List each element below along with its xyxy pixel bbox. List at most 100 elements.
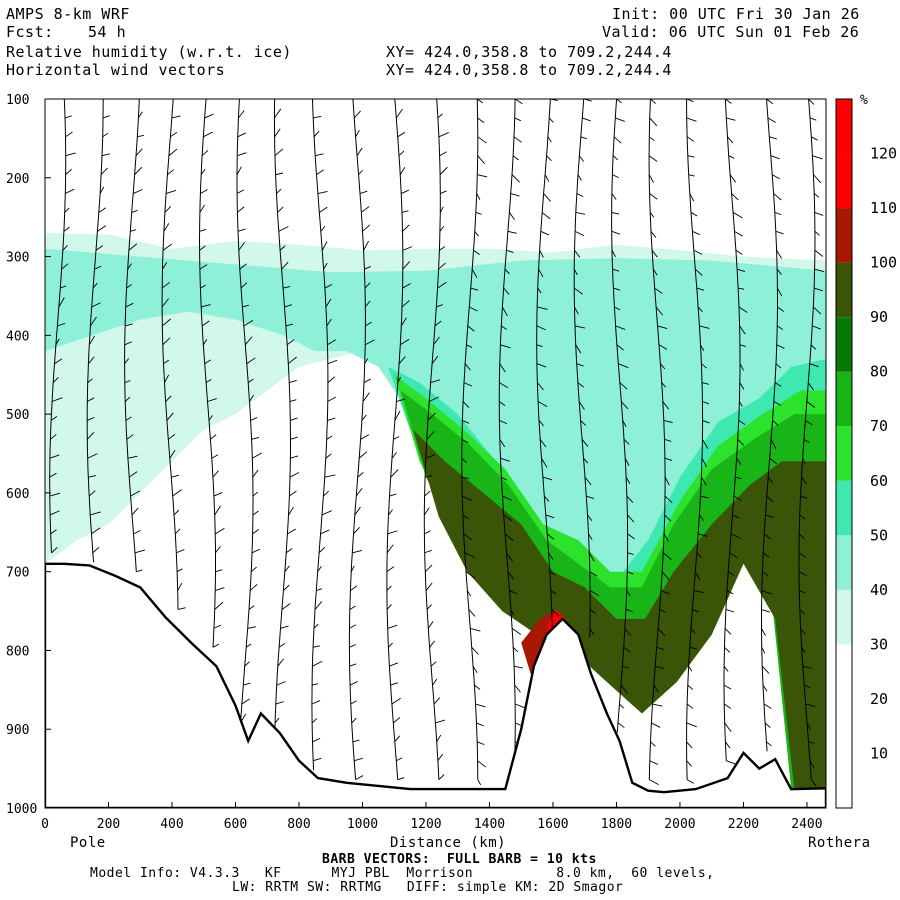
wind-barb-flag — [469, 306, 478, 312]
wind-barb-flag — [663, 419, 673, 423]
wind-barb-flag — [164, 374, 170, 383]
wind-barb-flag — [575, 211, 586, 215]
wind-barb-flag — [124, 323, 133, 327]
wind-barb-flag — [688, 665, 693, 672]
wind-barb-flag — [49, 472, 57, 478]
wind-barb-flag — [504, 268, 510, 275]
wind-barb-column — [198, 99, 216, 648]
wind-barb-flag — [763, 703, 772, 709]
cross-section-xy-1: XY= 424.0,358.8 to 709.2,244.4 — [386, 43, 672, 61]
wind-barb-flag — [65, 188, 75, 194]
wind-barb-flag — [461, 476, 469, 480]
wind-barb-flag — [476, 193, 481, 200]
wind-barb-flag — [321, 510, 333, 516]
valid-time: Valid: 06 UTC Sun 01 Feb 26 — [602, 23, 860, 41]
wind-barb-flag — [477, 779, 482, 786]
wind-barb-flag — [326, 318, 332, 327]
colorbar-label: 10 — [870, 744, 888, 762]
wind-barb-column — [573, 99, 591, 638]
wind-barb-flag — [162, 318, 172, 327]
wind-barb-flag — [799, 609, 806, 615]
wind-barb-flag — [432, 678, 438, 686]
wind-barb-flag — [237, 152, 247, 157]
wind-barb-flag — [349, 663, 357, 667]
wind-barb-flag — [431, 355, 439, 364]
colorbar-segment — [836, 535, 852, 590]
wind-barb-flag — [204, 113, 214, 119]
wind-barb-flag — [364, 266, 371, 270]
wind-barb-flag — [664, 476, 670, 486]
wind-barb-flag — [51, 397, 63, 402]
wind-barb-flag — [775, 230, 784, 235]
wind-barb-flag — [177, 607, 186, 610]
wind-barb-flag — [737, 439, 745, 446]
wind-barb-flag — [289, 472, 300, 478]
wind-barb-flag — [580, 136, 587, 140]
wind-barb-flag — [739, 344, 746, 347]
wind-barb-flag — [662, 552, 672, 560]
wind-barb-flag — [724, 722, 732, 733]
wind-barb-flag — [622, 420, 627, 427]
wind-barb-flag — [657, 628, 666, 637]
wind-barb-flag — [434, 320, 442, 327]
wind-barb-flag — [619, 703, 625, 709]
wind-barb-flag — [477, 136, 487, 144]
wind-barb-flag — [52, 376, 59, 383]
wind-barb-flag — [430, 661, 437, 667]
wind-barb-flag — [500, 344, 511, 349]
wind-barb-flag — [288, 506, 294, 516]
wind-barb-flag — [579, 155, 585, 162]
wind-barb-flag — [349, 605, 356, 610]
wind-barb-flag — [766, 741, 772, 747]
wind-barb-flag — [98, 207, 107, 213]
wind-barb-flag — [612, 174, 619, 179]
left-endpoint-label: Pole — [70, 835, 106, 851]
wind-barb-flag — [327, 339, 337, 346]
y-tick-label: 500 — [6, 408, 29, 423]
wind-barb-flag — [393, 436, 400, 440]
wind-barb-flag — [131, 209, 138, 213]
wind-barb-flag — [773, 401, 782, 406]
wind-barb-flag — [246, 357, 256, 365]
wind-barb-flag — [611, 250, 616, 258]
wind-barb-flag — [509, 590, 518, 595]
wind-barb-flag — [762, 684, 768, 692]
wind-barb-flag — [359, 190, 368, 194]
colorbar-segment — [836, 371, 852, 427]
wind-barb-flag — [649, 136, 655, 142]
x-tick-label: 2200 — [728, 817, 759, 832]
wind-barb-flag — [351, 717, 357, 724]
wind-barb-flag — [243, 682, 251, 686]
wind-barb-flag — [735, 476, 742, 480]
wind-barb-flag — [249, 584, 258, 591]
wind-barb-flag — [664, 438, 672, 442]
wind-barb-flag — [589, 609, 596, 614]
wind-barb-flag — [814, 212, 824, 216]
wind-barb-flag — [616, 99, 622, 103]
wind-barb-flag — [730, 533, 741, 539]
wind-barb-flag — [252, 469, 259, 478]
wind-barb-flag — [803, 684, 811, 689]
wind-barb-flag — [131, 507, 139, 516]
wind-barb-flag — [362, 224, 371, 232]
wind-barb-flag — [100, 167, 108, 175]
wind-barb-flag — [475, 703, 486, 708]
wind-barb-flag — [663, 533, 669, 542]
wind-barb-flag — [285, 548, 293, 554]
wind-barb-flag — [289, 399, 297, 402]
wind-barb-flag — [252, 491, 259, 497]
wind-barb-flag — [316, 588, 323, 592]
wind-barb-flag — [700, 495, 709, 499]
wind-barb-flag — [739, 363, 744, 371]
wind-barb-flag — [726, 590, 734, 595]
wind-barb-flag — [215, 569, 223, 573]
wind-barb-flag — [649, 212, 655, 218]
wind-barb-flag — [627, 552, 635, 555]
wind-barb-flag — [812, 325, 821, 330]
wind-barb-flag — [424, 474, 433, 478]
wind-barb-flag — [138, 111, 143, 119]
wind-barb-flag — [317, 566, 322, 572]
wind-barb-flag — [761, 647, 766, 654]
wind-barb-flag — [278, 643, 286, 648]
wind-barb-flag — [657, 325, 668, 330]
